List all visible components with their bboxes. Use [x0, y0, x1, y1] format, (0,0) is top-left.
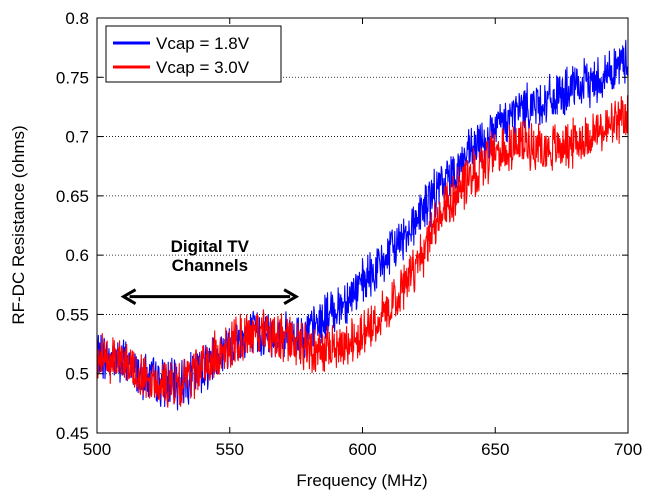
legend-box: [105, 25, 282, 83]
y-tick-label: 0.55: [56, 305, 89, 324]
x-tick-label: 700: [614, 440, 642, 459]
axis-ticks: 0.45 0.5 0.55 0.6 0.65 0.7 0.75 0.8 500 550 600 650…: [56, 9, 642, 459]
y-tick-label: 0.65: [56, 187, 89, 206]
legend-label-series-2: Vcap = 3.0V: [156, 58, 250, 77]
series-line-2: [97, 95, 628, 408]
annotation-line-2: Channels: [172, 256, 249, 275]
y-axis-title: RF-DC Resistance (ohms): [9, 125, 28, 324]
annotation-arrowhead-left: [120, 288, 137, 305]
x-tick-label: 500: [83, 440, 111, 459]
y-tick-label: 0.75: [56, 68, 89, 87]
series-line-1: [97, 39, 628, 411]
digital-tv-annotation: Digital TV Channels: [120, 237, 300, 305]
y-tick-label: 0.45: [56, 424, 89, 443]
y-tick-label: 0.8: [65, 9, 89, 28]
y-tick-label: 0.6: [65, 246, 89, 265]
annotation-arrowhead-right: [283, 288, 300, 305]
x-axis-title: Frequency (MHz): [296, 471, 427, 490]
y-tick-label: 0.7: [65, 128, 89, 147]
annotation-line-1: Digital TV: [171, 237, 250, 256]
x-tick-label: 650: [481, 440, 509, 459]
legend: Vcap = 1.8V Vcap = 3.0V: [105, 25, 282, 83]
x-tick-label: 550: [216, 440, 244, 459]
y-tick-label: 0.5: [65, 365, 89, 384]
series-lines: [97, 39, 628, 411]
legend-label-series-1: Vcap = 1.8V: [156, 34, 250, 53]
grid-lines: [97, 76, 628, 375]
x-tick-label: 600: [348, 440, 376, 459]
